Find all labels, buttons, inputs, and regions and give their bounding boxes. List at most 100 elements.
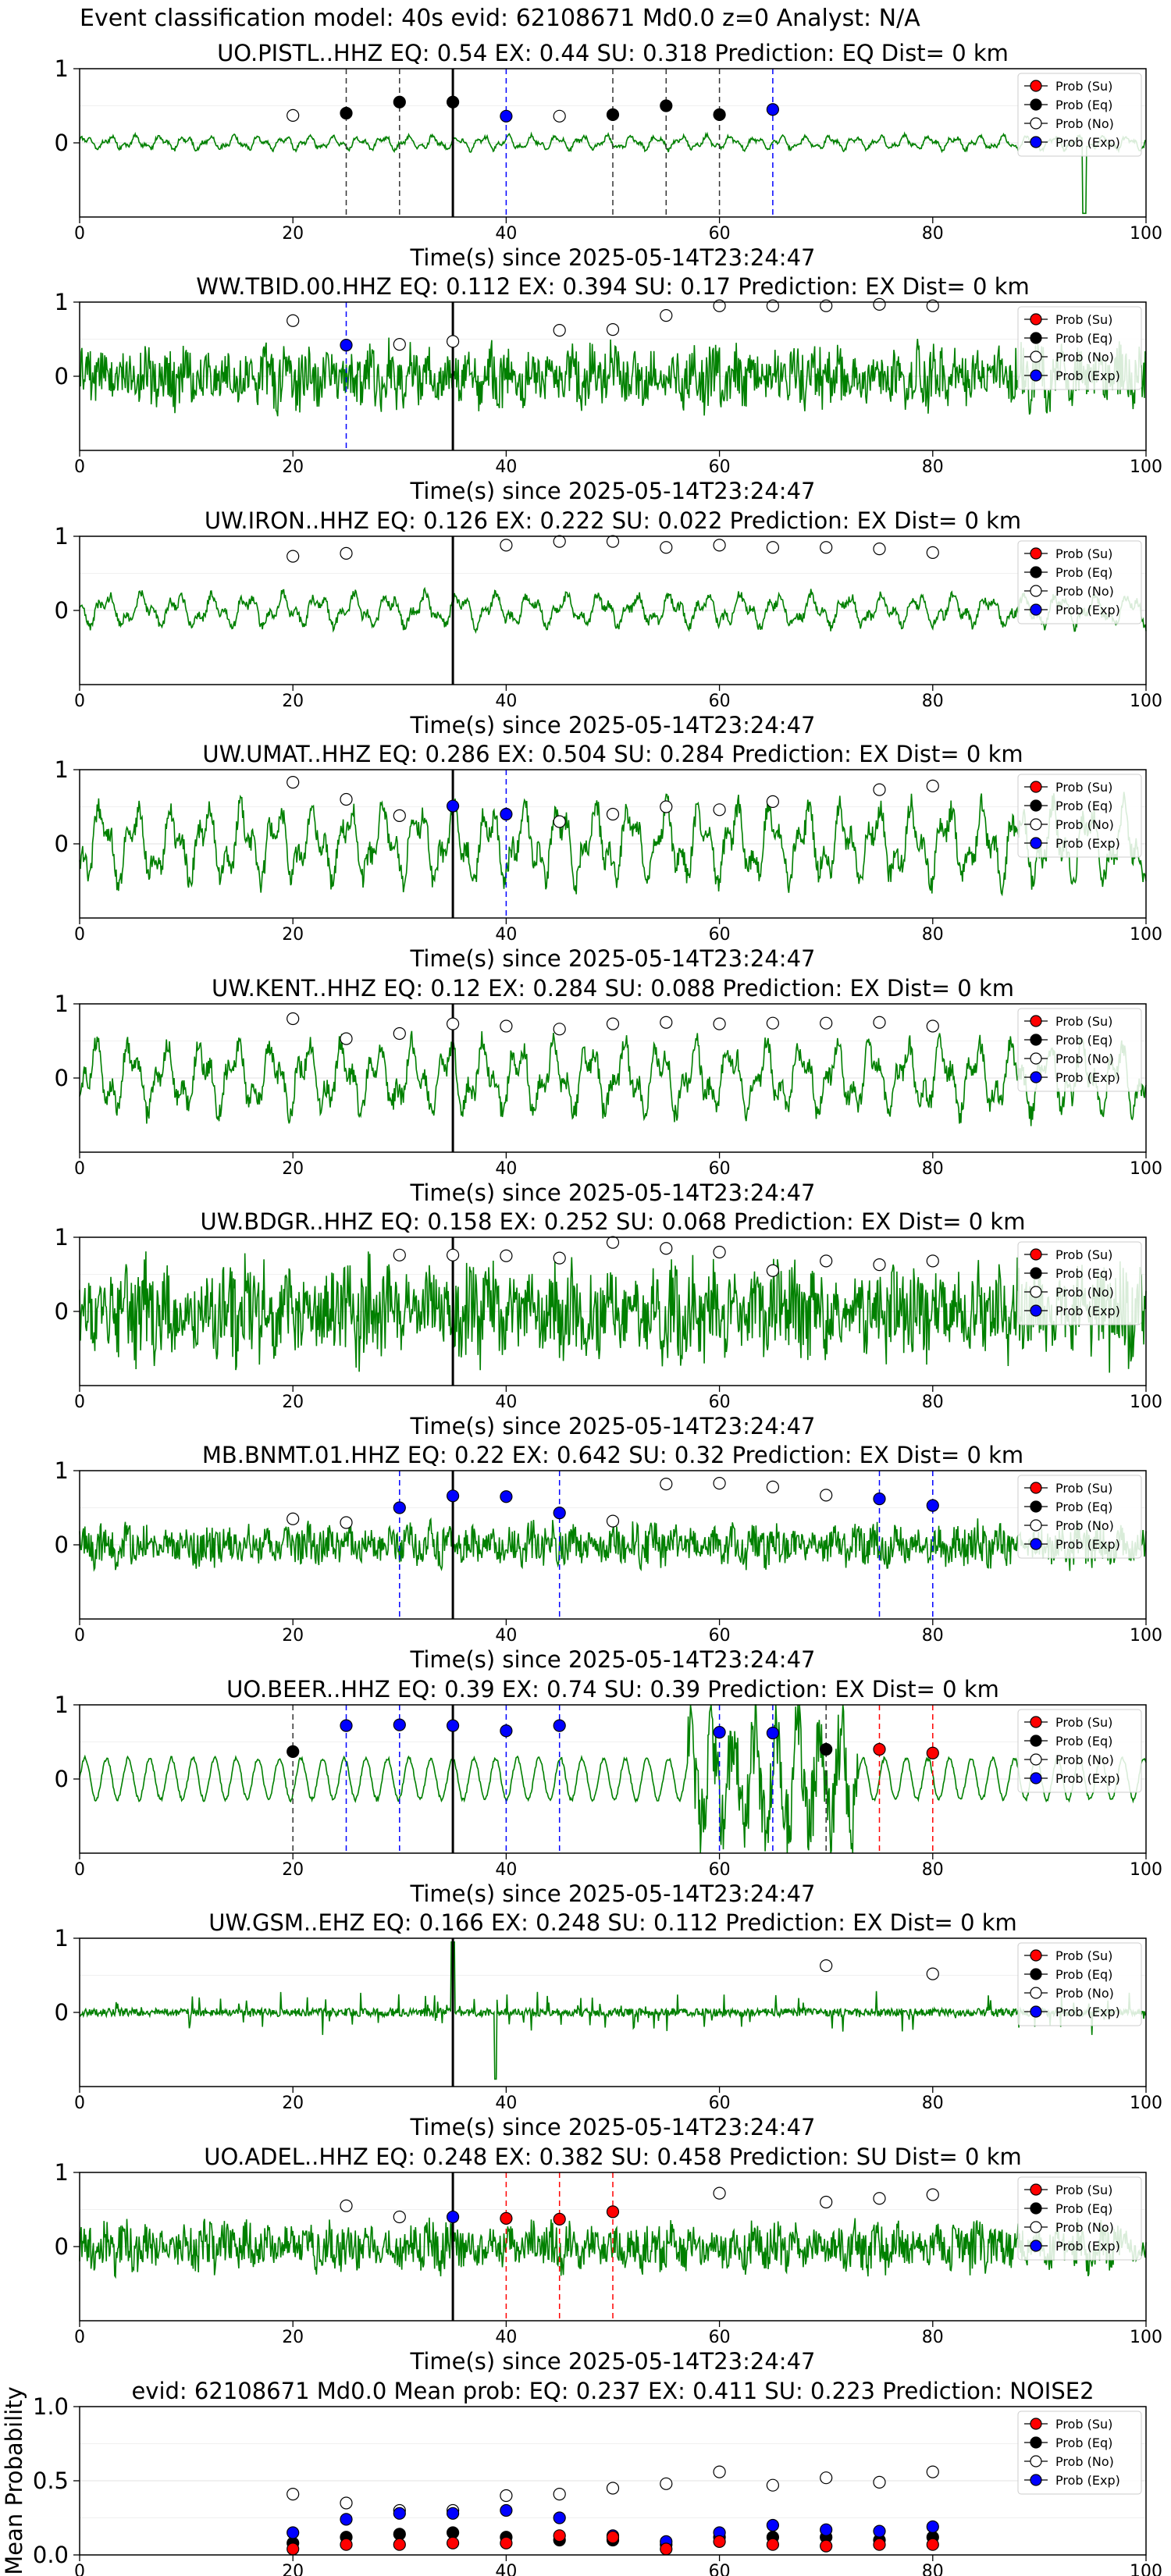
prob-point-su — [500, 2536, 513, 2549]
prob-point-no — [820, 1959, 833, 1973]
prob-point-no — [713, 539, 726, 552]
prob-point-su — [553, 2529, 566, 2542]
x-axis-label: Time(s) since 2025-05-14T23:24:47 — [410, 1646, 816, 1673]
prob-point-no — [926, 1254, 939, 1268]
prob-point-su — [446, 2536, 460, 2549]
x-tick-label: 0 — [74, 1159, 85, 1179]
prob-point-no — [713, 1477, 726, 1490]
legend-label: Prob (Su) — [1055, 546, 1112, 561]
prob-point-no — [926, 1967, 939, 1980]
legend-label: Prob (Eq) — [1055, 331, 1112, 346]
waveform-trace — [79, 1704, 1147, 1854]
x-tick-label: 80 — [922, 1860, 944, 1880]
prob-point-no — [446, 1248, 460, 1261]
prob-point-no — [713, 1017, 726, 1030]
x-tick-label: 20 — [282, 2562, 304, 2576]
x-tick-label: 0 — [74, 2328, 85, 2347]
x-tick-label: 100 — [1130, 1860, 1162, 1880]
prob-point-no — [340, 1516, 353, 1529]
panel-11: evid: 62108671 Md0.0 Mean prob: EQ: 0.23… — [1, 2378, 1162, 2576]
prob-point-no — [287, 314, 300, 327]
legend-marker-su — [1030, 1015, 1042, 1027]
prob-point-no — [287, 2488, 300, 2501]
x-tick-label: 100 — [1130, 1393, 1162, 1412]
prob-point-no — [713, 299, 726, 312]
y-axis-label: Mean Probability — [1, 2386, 27, 2575]
legend-marker-exp — [1030, 603, 1042, 616]
prob-point-no — [660, 800, 673, 813]
prob-point-no — [553, 1251, 566, 1265]
prob-point-su — [393, 2538, 406, 2551]
prob-point-exp — [446, 1719, 460, 1732]
prob-point-no — [287, 109, 300, 122]
legend-label: Prob (Su) — [1055, 1014, 1112, 1029]
x-tick-label: 60 — [709, 1626, 731, 1646]
x-tick-label: 80 — [922, 1393, 944, 1412]
x-tick-label: 100 — [1130, 2562, 1162, 2576]
legend-marker-su — [1030, 1716, 1042, 1728]
legend-marker-exp — [1030, 1304, 1042, 1317]
legend-label: Prob (Exp) — [1055, 1771, 1120, 1786]
prob-point-no — [873, 297, 886, 311]
prob-point-no — [926, 299, 939, 312]
prob-point-no — [926, 779, 939, 793]
prob-point-no — [660, 1477, 673, 1491]
prob-point-no — [820, 1016, 833, 1030]
legend-label: Prob (Su) — [1055, 780, 1112, 795]
x-tick-label: 40 — [495, 692, 517, 711]
x-axis-label: Time(s) since 2025-05-14T23:24:47 — [410, 478, 816, 504]
legend-marker-eq — [1030, 332, 1042, 344]
legend-box — [1017, 1241, 1142, 1325]
y-tick-label: 0 — [55, 363, 69, 390]
prob-point-no — [873, 1016, 886, 1029]
legend-label: Prob (Su) — [1055, 1247, 1112, 1262]
prob-point-no — [393, 1248, 406, 1261]
legend-marker-su — [1030, 1248, 1042, 1261]
prob-point-su — [926, 2538, 939, 2551]
prob-point-exp — [340, 2513, 353, 2526]
legend-label: Prob (Exp) — [1055, 2005, 1120, 2019]
prob-point-su — [660, 2542, 673, 2556]
x-tick-label: 80 — [922, 692, 944, 711]
legend-marker-su — [1030, 2418, 1042, 2430]
legend-marker-eq — [1030, 1034, 1042, 1046]
prob-point-su — [926, 1746, 939, 1759]
prob-point-no — [926, 2188, 939, 2201]
prob-point-no — [926, 546, 939, 560]
prob-point-exp — [820, 2523, 833, 2536]
y-tick-label: 0 — [55, 1065, 69, 1091]
x-tick-label: 60 — [709, 1159, 731, 1179]
legend-marker-exp — [1030, 1538, 1042, 1550]
legend-label: Prob (No) — [1055, 817, 1114, 832]
x-tick-label: 60 — [709, 925, 731, 945]
panel-8: UO.BEER..HHZ EQ: 0.39 EX: 0.74 SU: 0.39 … — [55, 1676, 1162, 1907]
prob-point-su — [606, 2531, 620, 2544]
legend-label: Prob (No) — [1055, 2454, 1114, 2469]
legend-label: Prob (No) — [1055, 584, 1114, 599]
x-tick-label: 40 — [495, 224, 517, 244]
y-tick-label: 1 — [55, 1925, 69, 1952]
waveform-trace — [79, 1030, 1147, 1126]
panel-3: UW.IRON..HHZ EQ: 0.126 EX: 0.222 SU: 0.0… — [55, 507, 1162, 738]
legend-marker-su — [1030, 1482, 1042, 1494]
prob-point-no — [660, 2477, 673, 2490]
legend-label: Prob (Exp) — [1055, 836, 1120, 851]
legend-label: Prob (Exp) — [1055, 1304, 1120, 1318]
panel-title: UW.BDGR..HHZ EQ: 0.158 EX: 0.252 SU: 0.0… — [201, 1208, 1026, 1235]
prob-point-su — [340, 2538, 353, 2551]
legend: Prob (Su) Prob (Eq) Prob (No) Prob (Exp) — [1017, 73, 1142, 157]
x-tick-label: 40 — [495, 1860, 517, 1880]
legend-marker-su — [1030, 2183, 1042, 2196]
prob-point-exp — [446, 2507, 460, 2520]
prob-point-no — [287, 776, 300, 789]
legend-marker-eq — [1030, 2436, 1042, 2449]
prob-point-su — [713, 2535, 726, 2548]
prob-point-no — [820, 299, 833, 312]
panel-title: WW.TBID.00.HHZ EQ: 0.112 EX: 0.394 SU: 0… — [196, 273, 1030, 300]
legend-label: Prob (Exp) — [1055, 603, 1120, 617]
legend-marker-exp — [1030, 1772, 1042, 1784]
prob-point-exp — [393, 1718, 406, 1731]
legend-label: Prob (Exp) — [1055, 2239, 1120, 2254]
prob-point-eq — [820, 1742, 833, 1756]
prob-point-exp — [446, 2210, 460, 2224]
